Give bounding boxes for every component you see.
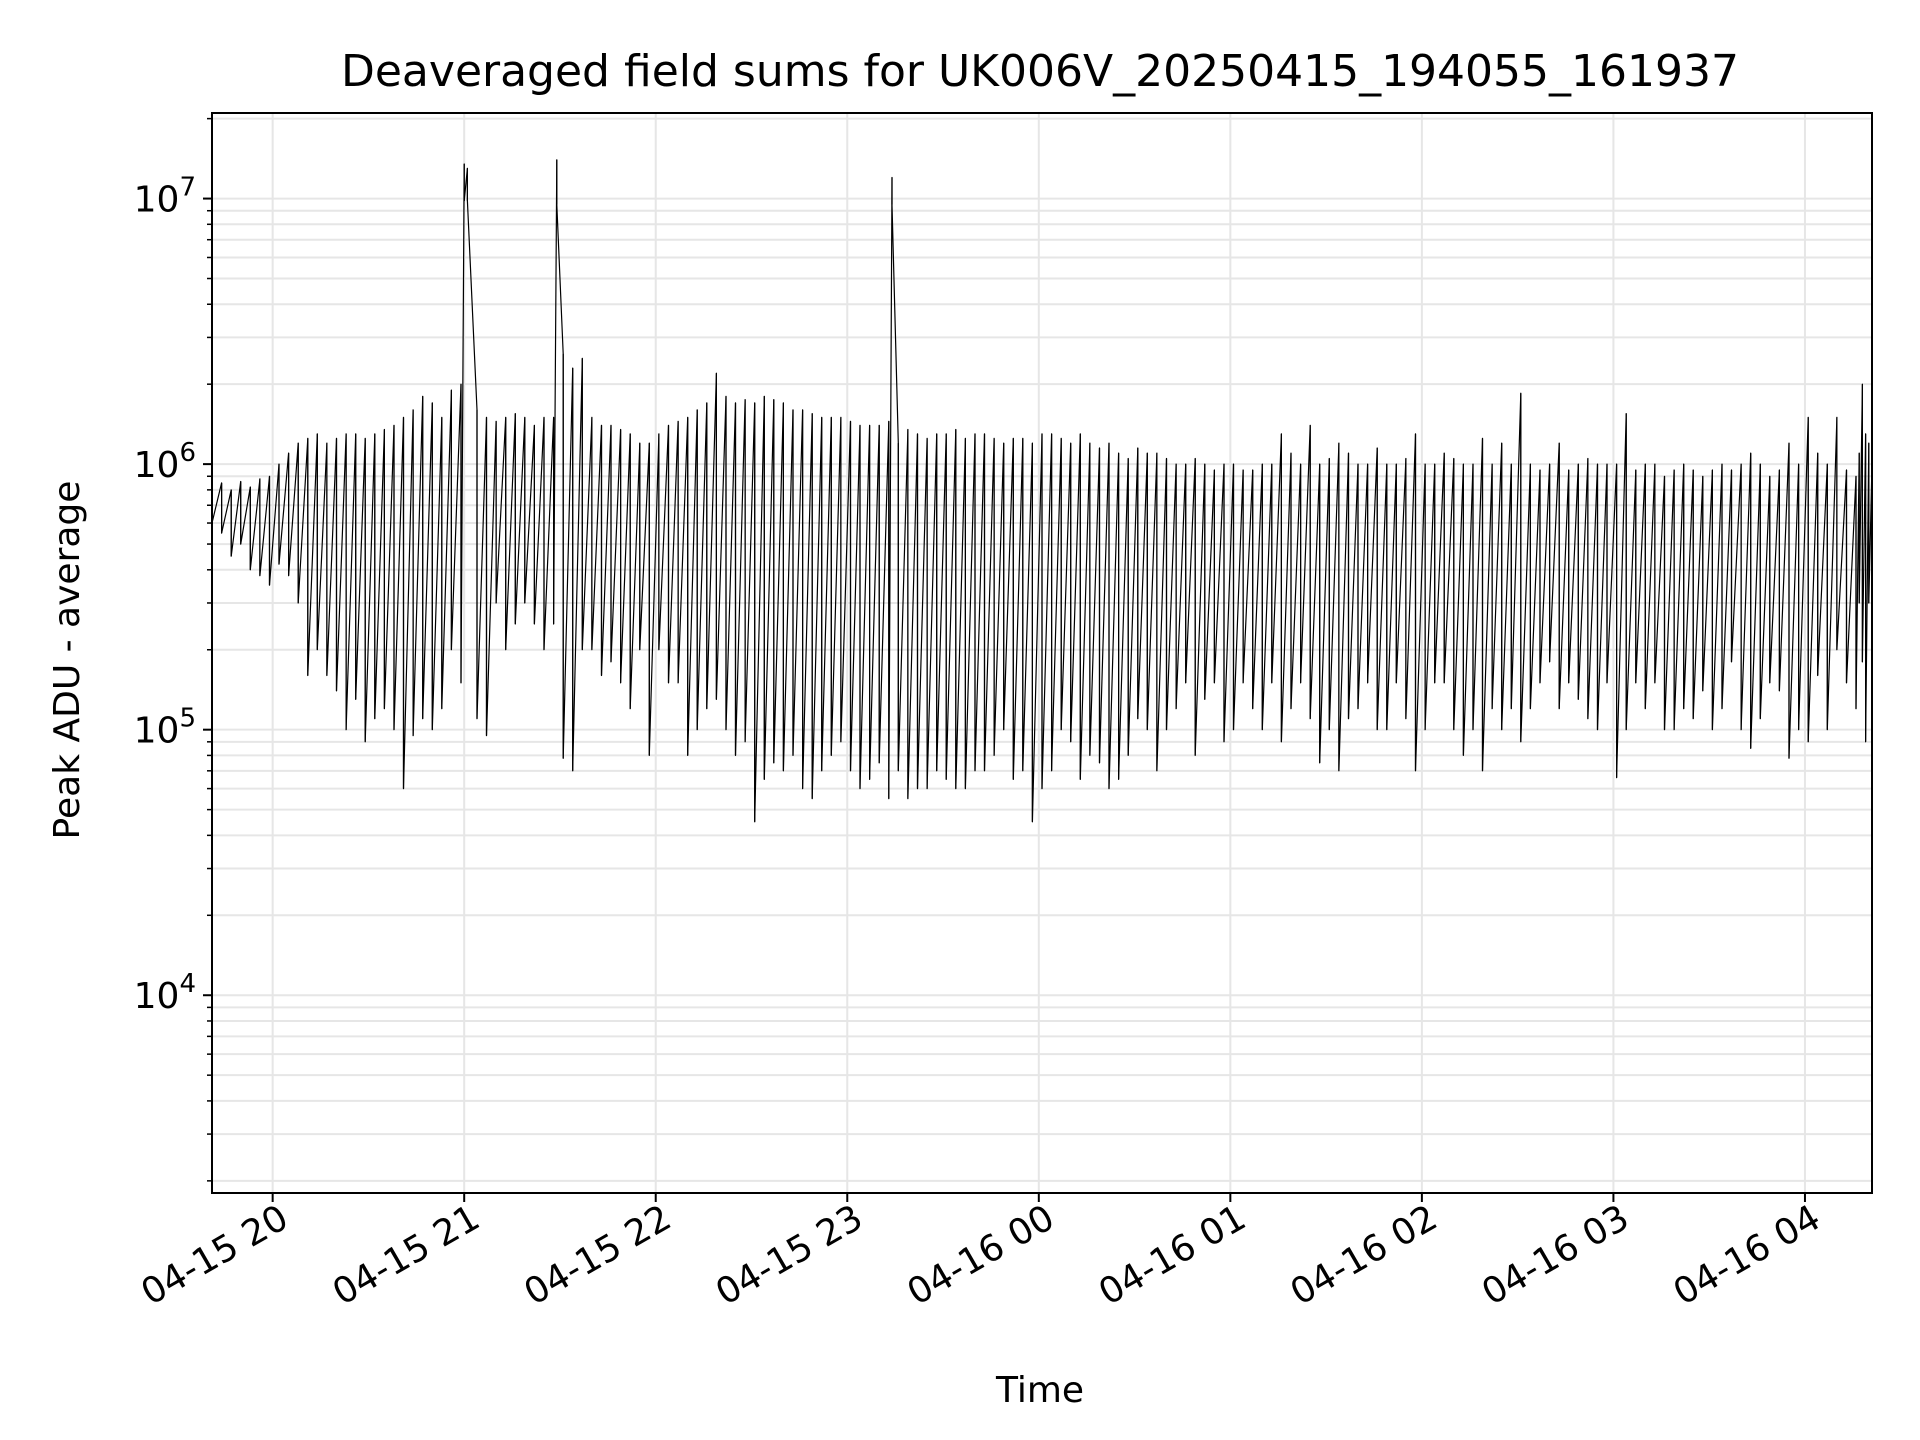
y-tick-label: 107 <box>134 173 196 221</box>
y-axis-label: Peak ADU - average <box>47 481 88 840</box>
y-tick-label: 105 <box>134 704 196 752</box>
series-line <box>211 159 1873 823</box>
y-tick-exponent: 6 <box>179 438 196 468</box>
y-tick-exponent: 4 <box>179 969 196 999</box>
y-tick-base: 10 <box>134 445 180 486</box>
chart-title: Deaveraged field sums for UK006V_2025041… <box>341 46 1739 97</box>
y-tick-base: 10 <box>134 711 180 752</box>
y-tick-exponent: 7 <box>179 173 196 203</box>
x-axis-label: Time <box>995 1370 1084 1411</box>
data-series <box>211 159 1873 823</box>
y-tick-base: 10 <box>134 180 180 221</box>
y-tick-label: 104 <box>134 969 196 1017</box>
plot-area-frame <box>211 112 1873 1194</box>
y-tick-base: 10 <box>134 976 180 1017</box>
y-tick-label: 106 <box>134 438 196 486</box>
y-tick-exponent: 5 <box>179 704 196 734</box>
